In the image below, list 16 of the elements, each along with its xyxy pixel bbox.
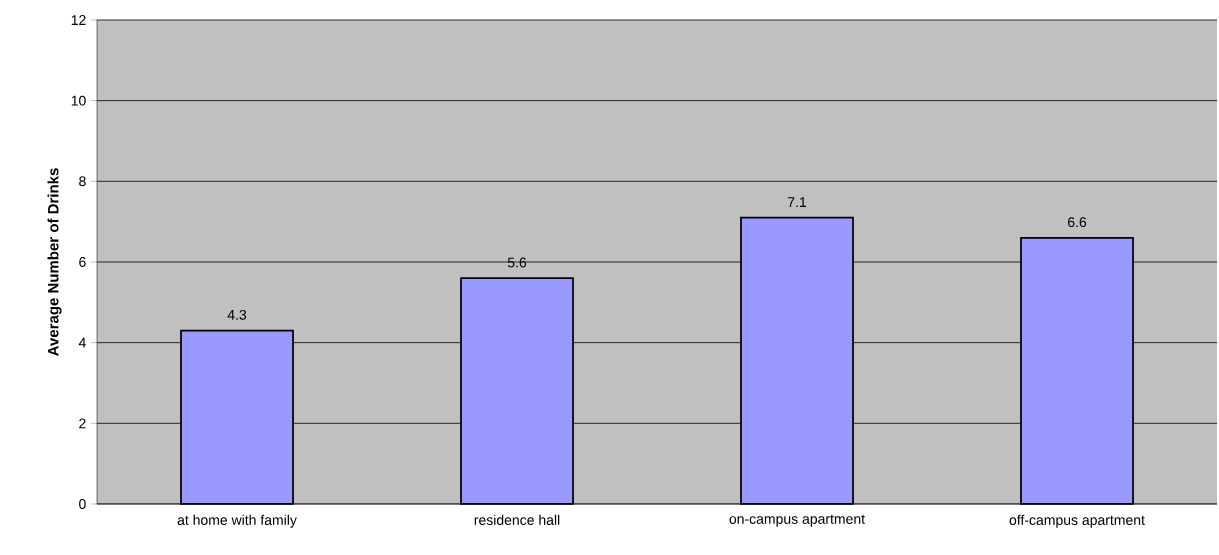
y-axis-title: Average Number of Drinks: [47, 168, 62, 356]
data-label: 5.6: [507, 257, 527, 268]
x-tick-label: on-campus apartment: [729, 514, 865, 527]
x-tick-label: off-campus apartment: [1009, 514, 1145, 528]
data-label: 4.3: [227, 309, 247, 320]
y-tick-label: 0: [79, 499, 86, 509]
x-tick-label: at home with family: [177, 514, 297, 528]
y-tick-label: 4: [78, 337, 86, 348]
data-label: 6.6: [1067, 217, 1087, 228]
y-tick-label: 6: [79, 257, 86, 267]
y-tick-label: 2: [79, 418, 86, 429]
y-tick-label: 10: [71, 95, 86, 106]
data-label: 7.1: [787, 197, 807, 207]
y-tick-label: 8: [79, 176, 86, 187]
y-tick-label: 12: [71, 15, 86, 25]
x-tick-label: residence hall: [474, 514, 560, 525]
